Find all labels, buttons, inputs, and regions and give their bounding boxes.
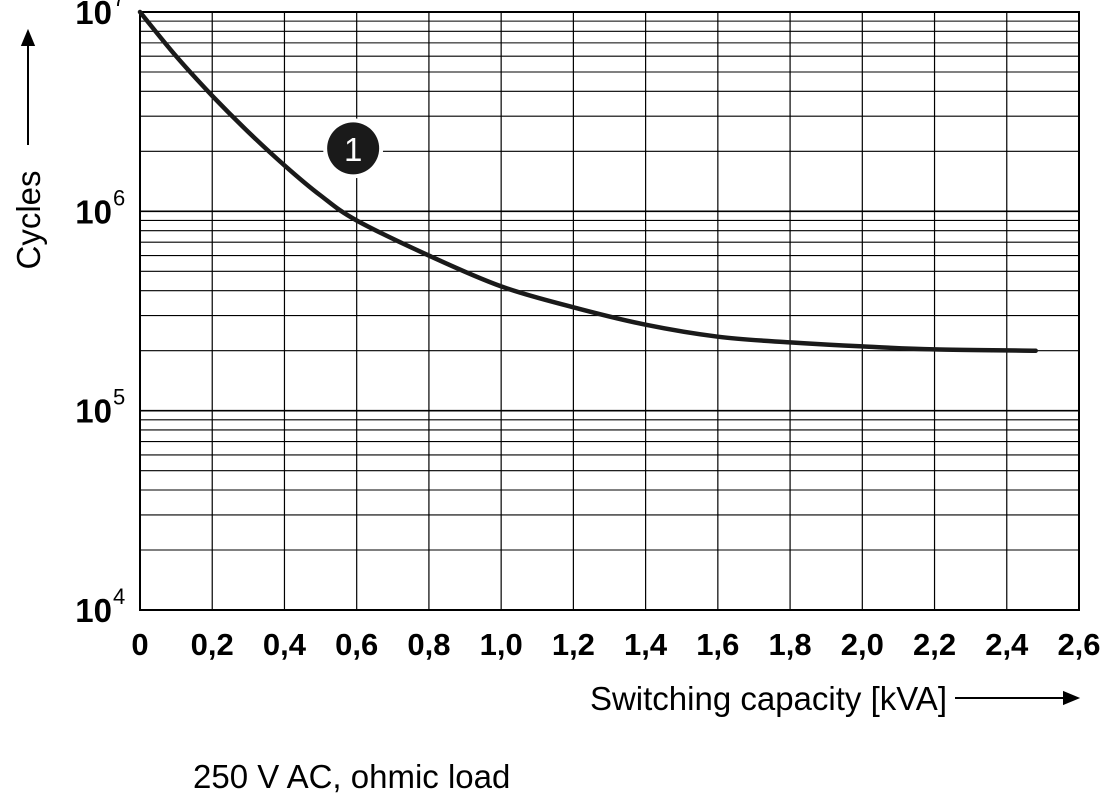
grid	[139, 12, 1080, 611]
x-tick-label: 0,2	[191, 627, 234, 662]
y-tick-base: 10	[75, 0, 112, 31]
x-tick-label: 2,6	[1057, 627, 1100, 662]
y-tick-exponent: 6	[113, 185, 125, 210]
y-tick-base: 10	[75, 193, 112, 230]
x-tick-labels: 0 0,2 0,4 0,6 0,8 1,0 1,2 1,4 1,6 1,8 2,0 2,2 2,4 2,6	[131, 627, 1100, 662]
x-tick-label: 2,2	[913, 627, 956, 662]
y-tick-exponent: 7	[113, 0, 125, 11]
x-tick-label: 2,0	[841, 627, 884, 662]
y-tick-base: 10	[75, 393, 112, 430]
series-1-marker: 1	[323, 118, 384, 179]
y-tick-base: 10	[75, 592, 112, 629]
y-tick-exponent: 5	[113, 385, 125, 410]
x-tick-label: 0,6	[335, 627, 378, 662]
x-tick-label: 1,8	[769, 627, 812, 662]
x-tick-label: 0,8	[407, 627, 450, 662]
x-tick-label: 0,4	[263, 627, 307, 662]
x-axis-label: Switching capacity [kVA]	[590, 680, 947, 717]
y-tick-labels: 104105106107	[75, 0, 125, 629]
y-tick-label: 107	[75, 0, 125, 31]
y-axis-label: Cycles	[10, 170, 47, 269]
plot-frame	[139, 11, 1080, 611]
x-tick-label: 1,0	[480, 627, 523, 662]
x-tick-label: 1,6	[696, 627, 739, 662]
x-tick-label: 2,4	[985, 627, 1029, 662]
marker-circle	[327, 122, 380, 175]
y-tick-label: 10 4	[75, 584, 125, 629]
chart-caption: 250 V AC, ohmic load	[193, 758, 511, 795]
y-axis-label-group: Cycles	[10, 28, 47, 270]
x-tick-label: 1,4	[624, 627, 668, 662]
y-tick-exponent: 4	[113, 584, 125, 609]
marker-label: 1	[344, 131, 362, 168]
x-tick-label: 0	[131, 627, 148, 662]
series-1-curve	[137, 9, 1038, 353]
x-tick-label: 1,2	[552, 627, 595, 662]
x-axis-label-group: Switching capacity [kVA]	[590, 680, 1081, 717]
y-tick-label: 10 6	[75, 185, 125, 230]
y-tick-label: 10 5	[75, 385, 125, 430]
